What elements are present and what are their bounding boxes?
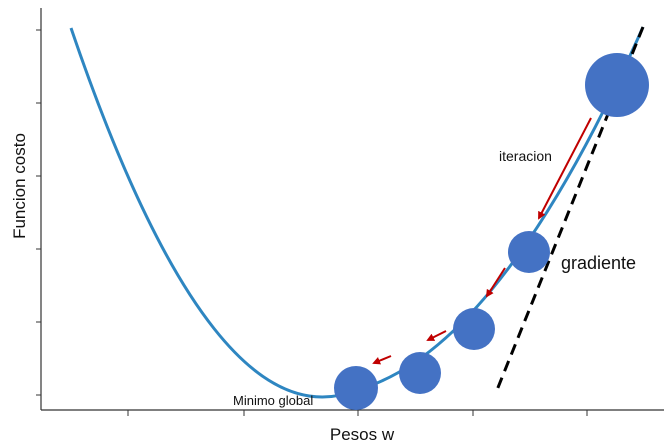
- step-ball: [508, 231, 550, 273]
- step-ball-minimum: [334, 366, 378, 410]
- iteration-arrow: [426, 330, 447, 341]
- iteration-label: iteracion: [499, 148, 552, 164]
- gradient-label: gradiente: [561, 253, 636, 273]
- iteration-arrow: [372, 355, 392, 365]
- iteration-arrow: [538, 117, 592, 220]
- gradient-tangent-line: [495, 26, 645, 391]
- x-axis-label: Pesos w: [330, 425, 395, 443]
- y-ticks: [36, 29, 41, 396]
- step-ball: [453, 308, 495, 350]
- x-ticks: [127, 410, 588, 416]
- iteration-arrow: [485, 267, 506, 298]
- iteration-arrows: [372, 117, 592, 365]
- y-axis-label: Funcion costo: [10, 133, 29, 239]
- global-minimum-label: Minimo global: [233, 393, 313, 408]
- step-ball-start: [585, 53, 649, 117]
- descent-steps: [334, 53, 649, 410]
- cost-curve: [69, 26, 645, 399]
- step-ball: [399, 352, 441, 394]
- axes-frame: [36, 8, 664, 416]
